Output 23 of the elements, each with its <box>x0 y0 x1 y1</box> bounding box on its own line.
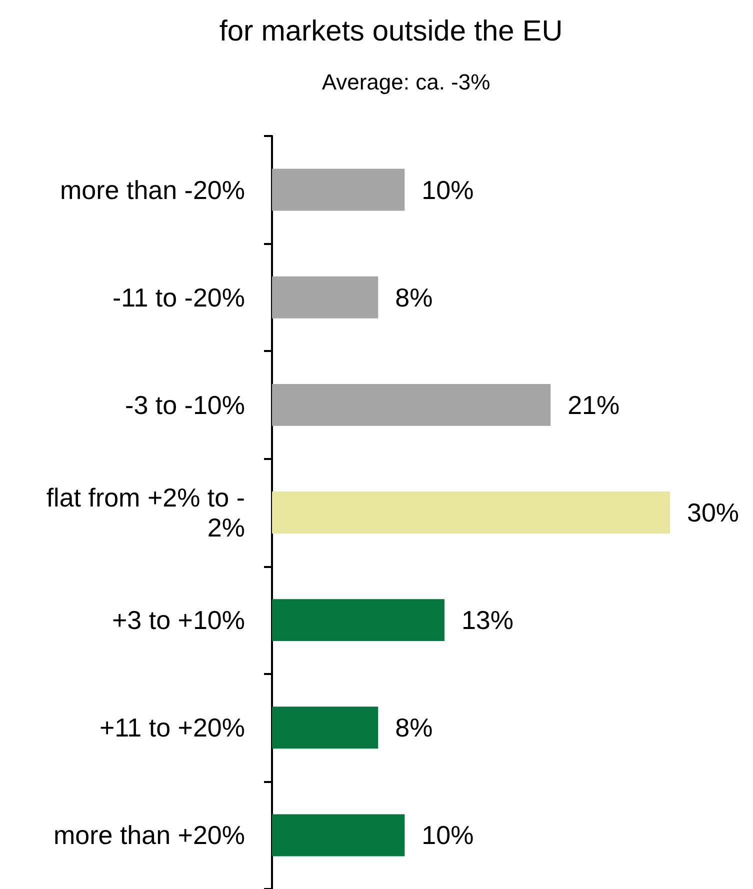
bar <box>272 706 378 749</box>
data-label: 10% <box>422 174 474 205</box>
y-tick-label: +3 to +10% <box>112 605 245 636</box>
y-tick-label: +11 to +20% <box>99 712 245 743</box>
bar <box>272 492 670 534</box>
data-label: 8% <box>395 712 433 743</box>
chart-title: for markets outside the EU <box>219 16 563 48</box>
bar <box>272 814 405 856</box>
data-label: 13% <box>461 605 514 636</box>
data-label: 8% <box>395 282 433 312</box>
y-tick-label: -3 to -10% <box>125 390 245 420</box>
bar <box>272 276 378 318</box>
chart-subtitle: Average: ca. -3% <box>322 70 490 94</box>
y-tick-label: -11 to -20% <box>112 282 245 312</box>
data-label: 21% <box>568 390 620 420</box>
bar <box>272 384 551 426</box>
bar <box>272 168 405 211</box>
y-tick-label: more than -20% <box>60 174 245 205</box>
y-tick-label: flat from +2% to -2% <box>46 482 245 542</box>
y-tick-label: more than +20% <box>53 820 245 850</box>
bar <box>272 599 444 642</box>
data-label: 10% <box>422 820 474 850</box>
data-label: 30% <box>687 498 740 528</box>
